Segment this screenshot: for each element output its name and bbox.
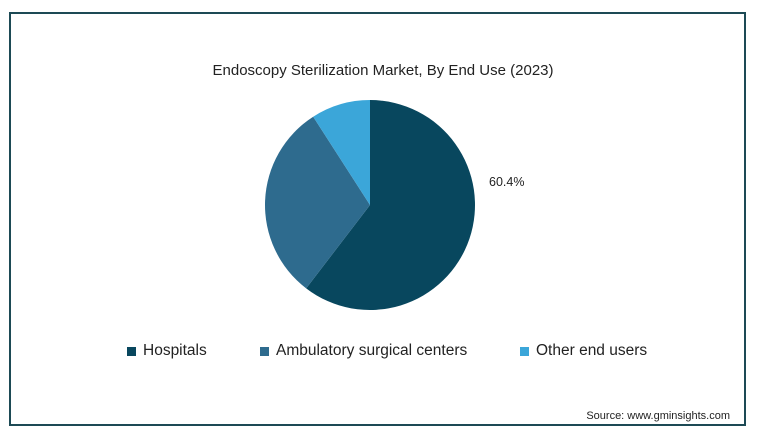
legend-swatch-other-end-users (520, 346, 529, 356)
legend-item-ambulatory-surgical-centers: Ambulatory surgical centers (260, 342, 467, 360)
pie-slice-ambulatory-surgical-centers (265, 116, 370, 289)
slice-label-hospitals: 60.4% (489, 175, 524, 189)
legend-label-ambulatory-surgical-centers: Ambulatory surgical centers (276, 342, 468, 359)
legend-item-hospitals: Hospitals (127, 342, 207, 360)
legend-label-other-end-users: Other end users (536, 342, 648, 359)
legend-swatch-hospitals (127, 346, 136, 356)
chart-title: Endoscopy Sterilization Market, By End U… (212, 62, 554, 79)
pie-slice-hospitals (306, 100, 476, 310)
legend-swatch-ambulatory-surgical-centers (260, 346, 269, 356)
legend: Hospitals Ambulatory surgical centers Ot… (0, 342, 766, 364)
legend-item-other-end-users: Other end users (520, 342, 647, 360)
pie-slice-other-end-users (313, 100, 370, 205)
source-note: Source: www.gminsights.com (586, 410, 730, 422)
legend-label-hospitals: Hospitals (143, 342, 207, 359)
